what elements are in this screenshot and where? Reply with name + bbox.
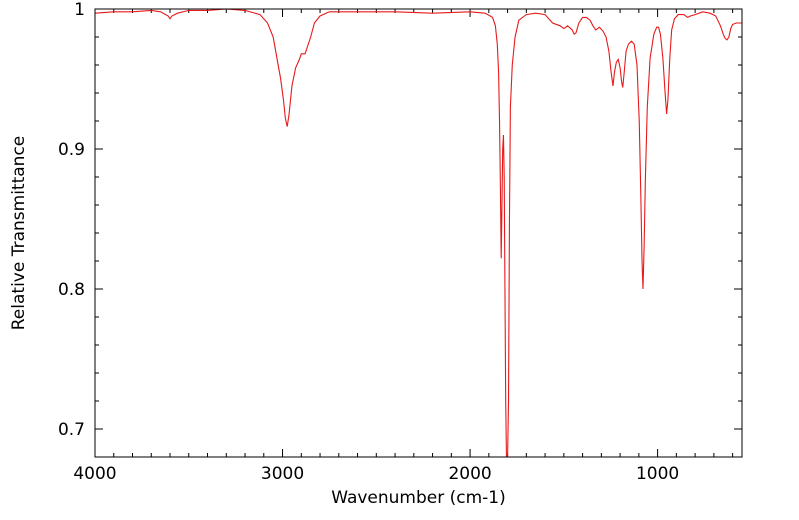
- x-axis-label: Wavenumber (cm-1): [331, 488, 506, 508]
- tick-label-layer: 4000 3000 2000 1000 1 0.9 0.8 0.7: [58, 0, 679, 484]
- y-tick-label: 0.7: [58, 420, 85, 440]
- x-tick-label: 2000: [448, 464, 491, 484]
- y-tick-label: 0.9: [58, 140, 85, 160]
- x-tick-label: 1000: [636, 464, 679, 484]
- x-tick-label: 3000: [261, 464, 304, 484]
- plot-frame: [94, 8, 743, 458]
- x-tick-label: 4000: [73, 464, 116, 484]
- y-axis-label: Relative Transmittance: [9, 136, 29, 331]
- y-tick-label: 0.8: [58, 280, 85, 300]
- spectrum-series-line: [94, 8, 742, 458]
- tick-layer: [94, 8, 742, 458]
- y-tick-label: 1: [74, 0, 85, 20]
